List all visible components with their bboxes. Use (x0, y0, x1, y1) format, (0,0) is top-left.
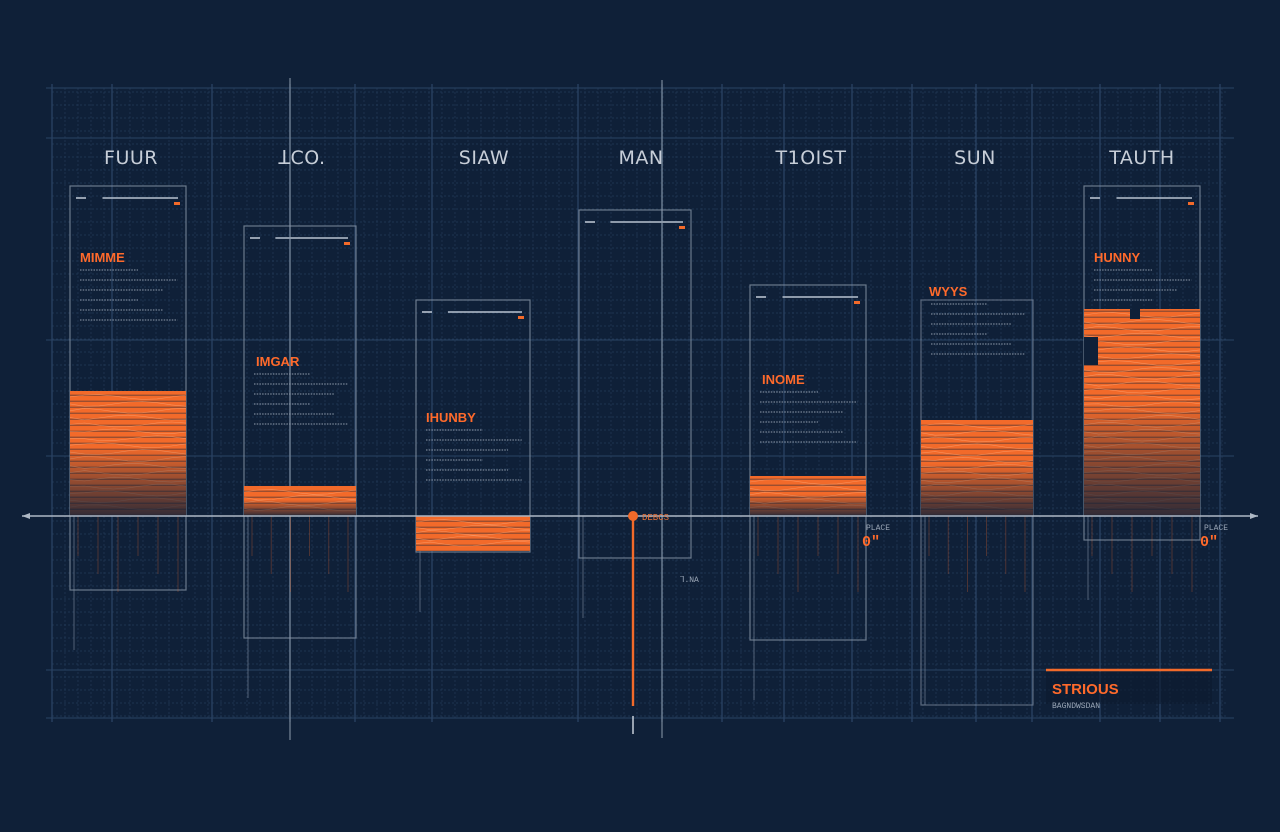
value-label: 0" (862, 534, 880, 551)
legend-subtitle: BAGNDWSDAN (1052, 702, 1100, 711)
bar-fade (70, 447, 186, 516)
baseline-left-arrow (22, 513, 30, 519)
day-label: FUUR (104, 147, 158, 169)
card-frame (578, 209, 692, 559)
bar-texture-line (1083, 346, 1201, 352)
bar-2 (243, 486, 357, 592)
card-frame (243, 225, 357, 639)
bar-texture-line (920, 429, 1034, 436)
bar-texture-line (69, 414, 187, 421)
marker-label: DEBCS (642, 513, 669, 523)
bar-texture-line (1083, 319, 1201, 325)
bar-texture-line (69, 394, 187, 400)
bar-texture-line (1083, 367, 1201, 373)
day-label: T1OIST (775, 147, 847, 169)
bar-texture-line (1083, 332, 1201, 339)
card-header-dot (518, 316, 524, 319)
bar-texture-line (69, 442, 187, 448)
bar-texture-line (920, 456, 1034, 463)
bar-5 (749, 476, 867, 592)
grid (46, 84, 1234, 722)
card-frame (749, 284, 867, 641)
card-title: WYYS (929, 284, 968, 299)
bar-fade (921, 463, 1033, 516)
bar-texture-line (1083, 312, 1201, 318)
card-header-dot (344, 242, 350, 245)
small-label: ꓶ.NA (680, 576, 699, 585)
card-title: MIMME (80, 250, 125, 265)
bar-step-mask (1084, 337, 1098, 365)
day-label: SUN (954, 147, 996, 169)
card-header-dot (1188, 202, 1194, 205)
bar-1 (69, 391, 187, 592)
bar-fade (1084, 402, 1200, 516)
labels: FUUR ꓕCO. SIAW MAN T1OIST SUN TAUTH MIMME IMGAR I… (80, 147, 1228, 711)
bar-texture-line (69, 407, 187, 414)
day-label: SIAW (459, 147, 509, 169)
card-title: INOME (762, 372, 805, 387)
bar-texture-line (69, 401, 187, 407)
bar-texture-line (69, 428, 187, 434)
bar-7 (1083, 309, 1201, 592)
bar-texture-line (1083, 380, 1201, 387)
bar-texture-line (920, 450, 1034, 456)
card-frame (415, 299, 531, 553)
bar-texture-line (69, 435, 187, 441)
bar-texture-line (415, 529, 531, 536)
bar-3 (415, 516, 531, 551)
bar-texture-line (1083, 360, 1201, 366)
card-title: IHUNBY (426, 410, 476, 425)
legend-box (1046, 672, 1212, 704)
bar-texture-line (749, 485, 867, 492)
value-note: PLACE (866, 524, 890, 533)
bar-texture-line (920, 443, 1034, 450)
legend-title: STRIOUS (1052, 681, 1119, 698)
bar-texture-line (415, 524, 531, 531)
bar-texture-line (920, 436, 1034, 443)
day-label: MAN (618, 147, 663, 169)
bar-texture-line (1083, 394, 1201, 401)
bar-fade (244, 499, 356, 516)
day-label: TAUTH (1108, 147, 1174, 169)
bar-texture-line (1083, 325, 1201, 332)
bar-texture-line (1083, 353, 1201, 359)
day-label: ꓕCO. (277, 147, 325, 169)
bar-texture-line (1083, 373, 1201, 380)
card-frame (69, 185, 187, 591)
bar-texture-line (1083, 339, 1201, 345)
bar-texture-line (243, 489, 357, 495)
axis (22, 511, 1258, 734)
card-title: HUNNY (1094, 250, 1141, 265)
bar-texture-line (1083, 387, 1201, 394)
bar-texture-line (69, 421, 187, 428)
value-note: PLACE (1204, 524, 1228, 533)
bar-6 (920, 420, 1034, 592)
card-frames (69, 78, 1201, 740)
marker-dot (628, 511, 638, 521)
bars (69, 309, 1201, 592)
value-label: 0" (1200, 534, 1218, 551)
baseline-right-arrow (1250, 513, 1258, 519)
bar-texture-line (749, 479, 867, 485)
bar-fade (750, 494, 866, 516)
card-header-dot (854, 301, 860, 304)
bar-texture-line (415, 540, 531, 547)
card-title: IMGAR (256, 354, 300, 369)
bar-texture-line (920, 423, 1034, 429)
bar-step-mask (1130, 309, 1140, 319)
bar-texture-line (415, 519, 531, 525)
bar-texture-line (415, 535, 531, 541)
card-header-dot (679, 226, 685, 229)
card-header-dot (174, 202, 180, 205)
bar-body (416, 516, 530, 551)
